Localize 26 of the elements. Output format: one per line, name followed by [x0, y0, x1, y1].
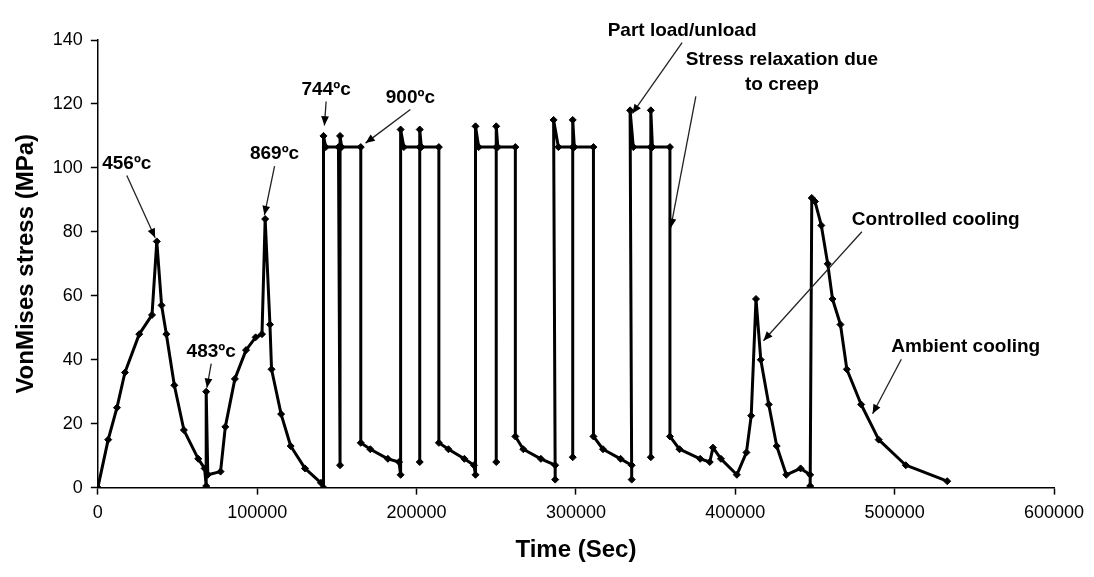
- x-tick-label: 0: [92, 502, 103, 523]
- annotation: 456ºc: [102, 151, 152, 173]
- y-axis-title: VonMises stress (MPa): [11, 133, 39, 394]
- y-tick-label: 0: [72, 476, 83, 497]
- x-tick-label: 600000: [1023, 502, 1085, 523]
- y-tick-label: 40: [62, 348, 83, 369]
- annotation: Controlled cooling: [851, 207, 1020, 229]
- annotation: 744ºc: [301, 77, 352, 99]
- annotation: 900ºc: [385, 85, 436, 107]
- x-tick-label: 200000: [386, 502, 447, 523]
- x-tick-label: 100000: [227, 502, 288, 523]
- y-tick-label: 120: [52, 92, 83, 113]
- annotation: Ambient cooling: [891, 335, 1041, 357]
- y-tick-label: 80: [62, 220, 83, 241]
- y-tick-label: 20: [62, 412, 83, 433]
- annotation: Part load/unload: [607, 18, 757, 40]
- x-axis-title: Time (Sec): [515, 535, 637, 563]
- x-tick-label: 300000: [545, 502, 606, 523]
- annotation: Stress relaxation due to creep: [685, 47, 879, 94]
- x-tick-label: 500000: [864, 502, 925, 523]
- x-tick-label: 400000: [705, 502, 766, 523]
- y-tick-label: 140: [52, 28, 83, 49]
- annotation: 869ºc: [249, 142, 300, 164]
- y-tick-label: 100: [52, 156, 83, 177]
- annotation: 483ºc: [186, 339, 237, 361]
- y-tick-label: 60: [62, 284, 83, 305]
